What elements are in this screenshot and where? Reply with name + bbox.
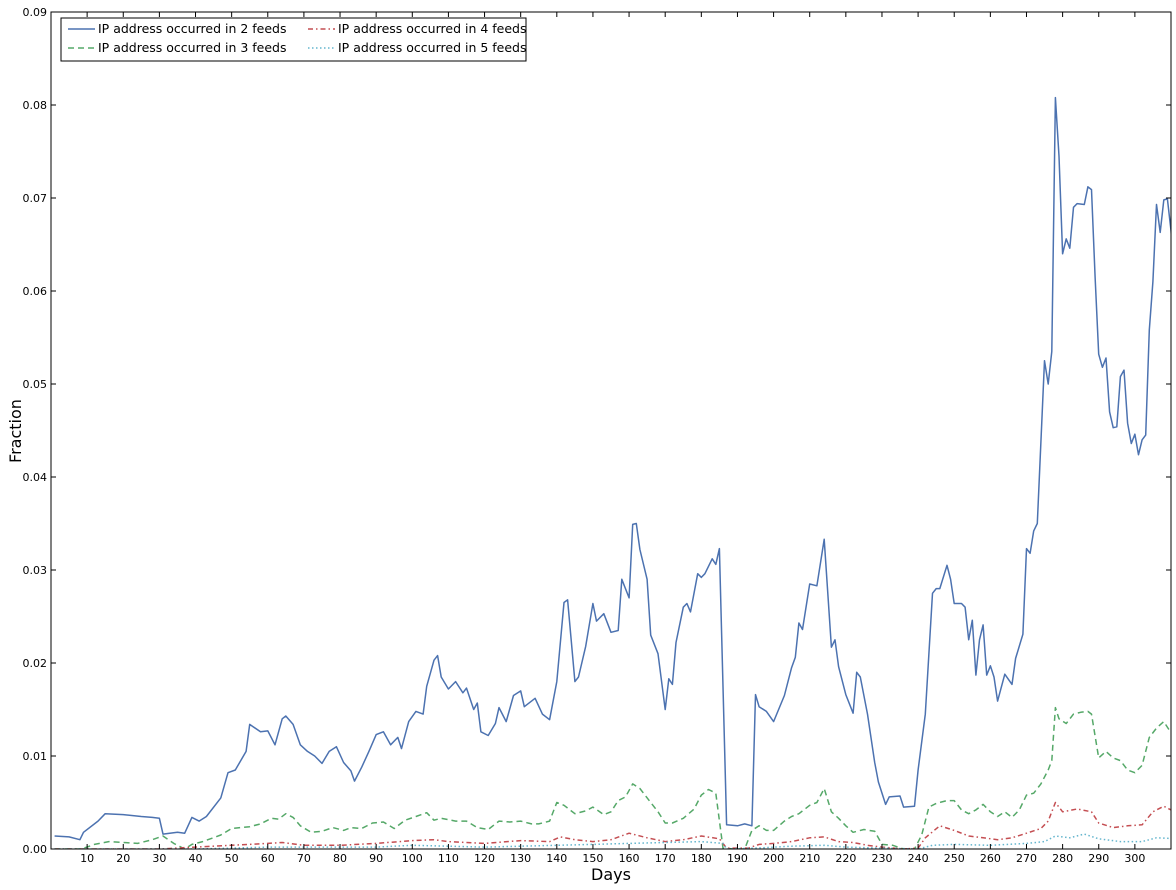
y-tick-label: 0.09 — [23, 6, 48, 19]
x-tick-label: 180 — [691, 852, 712, 865]
x-tick-label: 110 — [438, 852, 459, 865]
x-tick-label: 10 — [80, 852, 94, 865]
x-tick-label: 290 — [1088, 852, 1109, 865]
x-axis-label: Days — [591, 865, 631, 884]
x-tick-label: 100 — [402, 852, 423, 865]
x-tick-label: 20 — [116, 852, 130, 865]
x-tick-label: 280 — [1052, 852, 1073, 865]
y-tick-label: 0.04 — [23, 471, 48, 484]
x-tick-label: 40 — [189, 852, 203, 865]
x-tick-label: 230 — [871, 852, 892, 865]
y-axis-label: Fraction — [6, 399, 25, 463]
x-tick-label: 170 — [655, 852, 676, 865]
y-tick-label: 0.06 — [23, 285, 48, 298]
x-tick-label: 50 — [225, 852, 239, 865]
legend-label-4-feeds: IP address occurred in 4 feeds — [338, 21, 527, 36]
y-tick-label: 0.07 — [23, 192, 48, 205]
x-tick-label: 80 — [333, 852, 347, 865]
x-tick-label: 60 — [261, 852, 275, 865]
x-tick-label: 210 — [799, 852, 820, 865]
plot-area — [54, 96, 1171, 849]
y-tick-label: 0.03 — [23, 564, 48, 577]
series-line-2-feeds — [54, 96, 1171, 841]
series-line-4-feeds — [54, 801, 1171, 849]
y-tick-label: 0.08 — [23, 99, 48, 112]
x-tick-label: 130 — [510, 852, 531, 865]
legend-label-2-feeds: IP address occurred in 2 feeds — [98, 21, 287, 36]
series-line-3-feeds — [54, 706, 1171, 849]
x-tick-label: 250 — [944, 852, 965, 865]
x-tick-label: 200 — [763, 852, 784, 865]
x-tick-label: 190 — [727, 852, 748, 865]
x-tick-label: 220 — [835, 852, 856, 865]
legend-label-3-feeds: IP address occurred in 3 feeds — [98, 40, 287, 55]
x-tick-label: 70 — [297, 852, 311, 865]
y-axis: 0.00 0.01 0.02 0.03 0.04 0.05 0.06 0.07 0.08 0.09 — [23, 6, 1171, 856]
y-tick-label: 0.01 — [23, 750, 48, 763]
legend-label-5-feeds: IP address occurred in 5 feeds — [338, 40, 527, 55]
x-tick-label: 300 — [1124, 852, 1145, 865]
x-tick-label: 150 — [582, 852, 603, 865]
x-axis: 10 20 30 40 50 60 70 80 90 100 110 120 130 140 150 160 1… — [80, 12, 1145, 865]
x-tick-label: 140 — [546, 852, 567, 865]
plot-frame — [50, 11, 1172, 850]
x-tick-label: 120 — [474, 852, 495, 865]
x-tick-label: 30 — [152, 852, 166, 865]
series-line-5-feeds — [54, 833, 1171, 849]
legend-box — [60, 17, 527, 62]
x-tick-label: 90 — [369, 852, 383, 865]
y-tick-label: 0.05 — [23, 378, 48, 391]
x-tick-label: 160 — [619, 852, 640, 865]
y-tick-label: 0.02 — [23, 657, 48, 670]
x-tick-label: 260 — [980, 852, 1001, 865]
y-tick-label: 0.00 — [23, 843, 48, 856]
x-tick-label: 270 — [1016, 852, 1037, 865]
legend: IP address occurred in 2 feeds IP addres… — [60, 17, 527, 62]
x-tick-label: 240 — [908, 852, 929, 865]
